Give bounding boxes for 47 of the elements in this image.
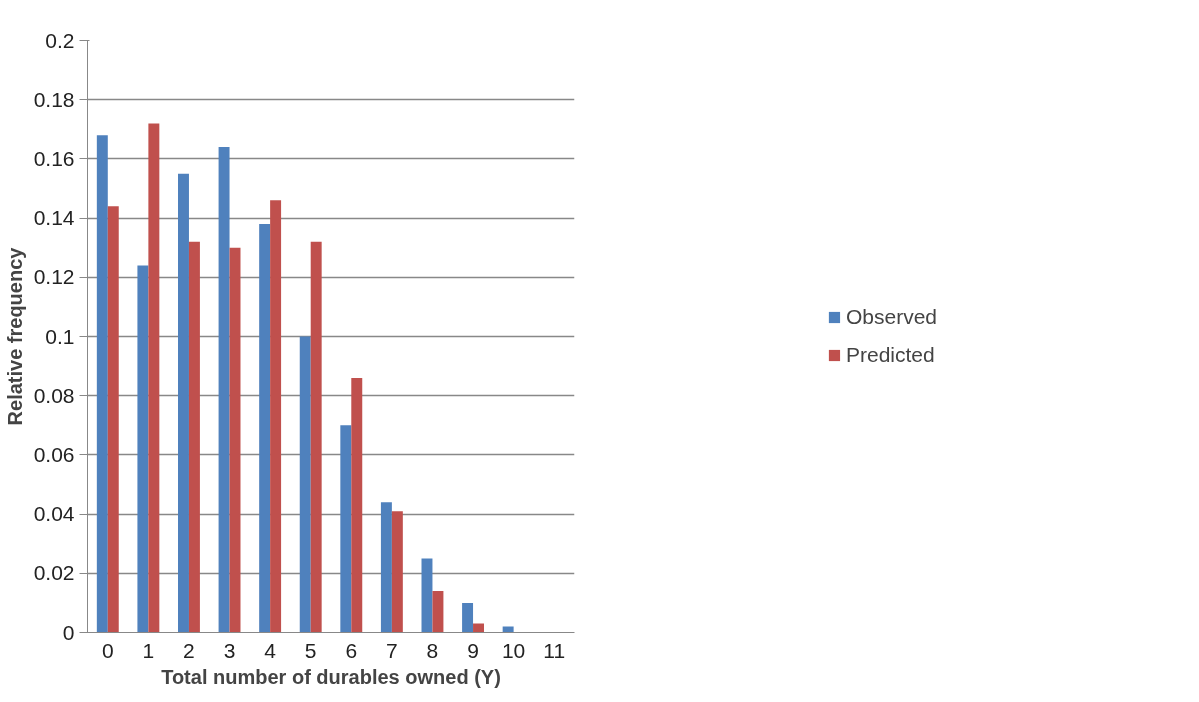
bar	[462, 602, 474, 633]
bar	[380, 502, 392, 633]
bar	[107, 206, 119, 633]
bar	[310, 241, 322, 633]
y-tick-label: 0.02	[33, 561, 75, 585]
bar	[188, 241, 200, 633]
x-tick-label: 6	[345, 638, 358, 662]
bar	[218, 147, 230, 633]
x-tick-label: 11	[543, 638, 566, 662]
bar	[96, 135, 108, 633]
bar	[178, 173, 189, 633]
y-tick-label: 0.16	[33, 146, 75, 170]
y-axis-title: Relative frequency	[3, 246, 26, 426]
bar	[432, 591, 444, 633]
x-tick-label: 10	[501, 638, 526, 662]
x-tick-label: 2	[183, 638, 195, 662]
bar	[148, 123, 160, 633]
y-tick-label: 0.06	[33, 442, 75, 466]
x-tick-label: 7	[386, 638, 398, 662]
legend-label: Predicted	[845, 343, 935, 367]
y-tick-label: 0.14	[33, 206, 75, 230]
x-tick-label: 9	[467, 638, 479, 662]
x-tick-label: 1	[142, 638, 155, 662]
y-tick-label: 0.2	[45, 28, 75, 52]
bar	[259, 224, 271, 633]
bar	[299, 336, 311, 633]
bar	[270, 200, 282, 633]
x-tick-label: 4	[264, 638, 277, 662]
y-tick-label: 0.08	[33, 383, 75, 407]
legend-label: Observed	[845, 305, 938, 329]
bar	[473, 623, 484, 633]
y-tick-label: 0.18	[33, 87, 75, 111]
x-tick-label: 3	[223, 638, 236, 662]
bar	[137, 265, 149, 633]
y-tick-label: 0.12	[33, 265, 75, 289]
bar	[391, 511, 403, 633]
bar	[421, 558, 433, 633]
y-tick-label: 0	[62, 620, 75, 644]
x-axis-title: Total number of durables owned (Y)	[161, 665, 501, 688]
x-tick-label: 0	[101, 638, 114, 662]
bar	[229, 247, 241, 633]
bar	[340, 425, 352, 633]
x-tick-label: 5	[304, 638, 317, 662]
y-tick-label: 0.04	[33, 502, 75, 526]
bar	[351, 377, 363, 633]
x-tick-label: 8	[426, 638, 439, 662]
y-tick-label: 0.1	[45, 324, 75, 348]
